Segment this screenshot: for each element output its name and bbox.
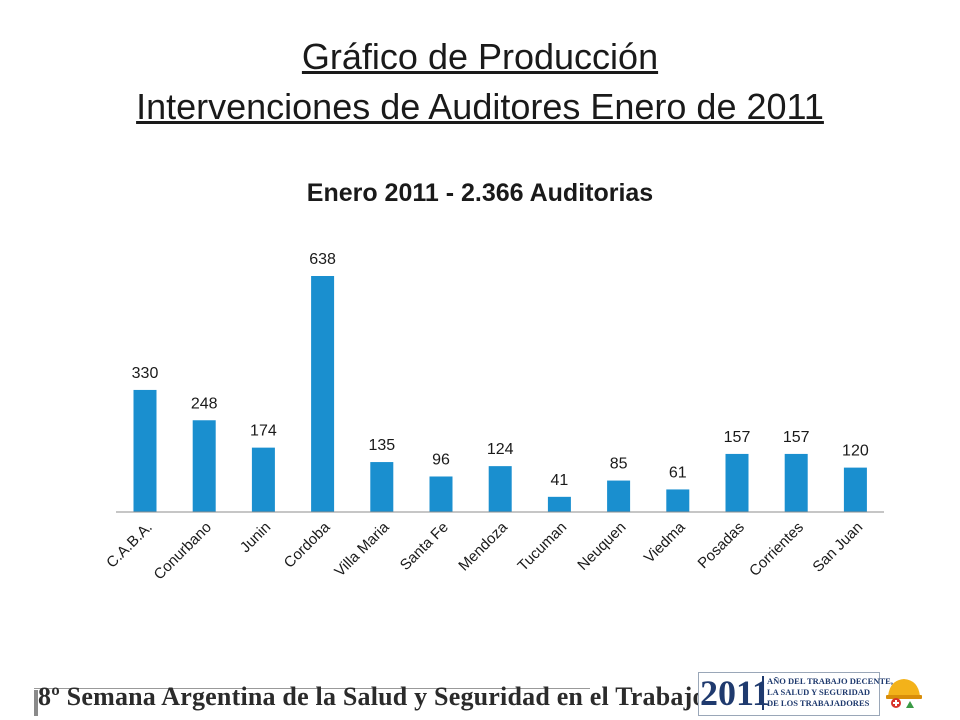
footer-accent-bar [34,690,38,716]
year-logo-frame [698,672,880,716]
bar-cordoba [311,276,335,512]
data-label: 61 [669,464,687,481]
bar-posadas [725,453,749,512]
data-label: 638 [309,251,336,268]
category-label: C.A.B.A. [103,519,156,572]
slide-title-line2: Intervenciones de Auditores Enero de 201… [136,86,824,127]
slide-title-line1: Gráfico de Producción [301,36,659,77]
data-label: 41 [551,472,569,489]
category-label: Mendoza [455,518,511,574]
footer-divider [34,688,590,689]
category-label: Villa Maria [331,518,393,580]
footer-event-text: 8º Semana Argentina de la Salud y Seguri… [38,682,706,711]
bar-corrientes [784,453,808,512]
bar-series [133,276,867,512]
data-label: 330 [132,365,159,382]
category-label: Conurbano [151,519,216,584]
category-label: Neuquen [574,519,629,574]
logo-divider [762,676,764,710]
category-label: Santa Fe [397,519,452,574]
category-label: Viedma [641,518,689,566]
data-label: 85 [610,456,628,473]
data-labels: 330 248 174 638 135 96 124 41 85 61 157 157 120 [132,251,869,489]
bar-conurbano [192,420,216,512]
data-label: 248 [191,395,218,412]
category-label: Posadas [695,519,748,572]
data-label: 135 [368,437,395,454]
logo-caption-line2: LA SALUD Y SEGURIDAD [767,687,871,697]
bar-santa-fe [429,476,453,512]
bar-tucuman [547,496,571,512]
data-label: 174 [250,423,277,440]
hardhat-worker-icon [886,679,922,708]
data-label: 157 [783,429,810,446]
category-label: Junin [237,519,274,556]
bar-viedma [666,489,690,512]
bar-san-juan [843,467,867,512]
logo-year: 2011 [700,673,771,713]
bar-c-a-b-a [133,389,157,512]
bar-neuquen [607,480,631,512]
data-label: 96 [432,451,450,468]
logo-caption: AÑO DEL TRABAJO DECENTE, LA SALUD Y SEGU… [767,676,893,709]
logo-caption-line1: AÑO DEL TRABAJO DECENTE, [767,676,893,686]
logo-caption-line3: DE LOS TRABAJADORES [767,698,870,708]
bar-junin [251,447,275,512]
bar-villa-maria [370,462,394,512]
category-label: Tucuman [514,519,570,575]
data-label: 124 [487,441,514,458]
category-label: Corrientes [746,519,807,580]
chart-title: Enero 2011 - 2.366 Auditorias [307,179,653,207]
category-label: Cordoba [281,518,334,571]
data-label: 120 [842,443,869,460]
data-label: 157 [724,429,751,446]
category-label: San Juan [809,519,866,576]
bar-chart: Enero 2011 - 2.366 Auditorias 330 248 174 6… [103,179,884,583]
bar-mendoza [488,466,512,512]
